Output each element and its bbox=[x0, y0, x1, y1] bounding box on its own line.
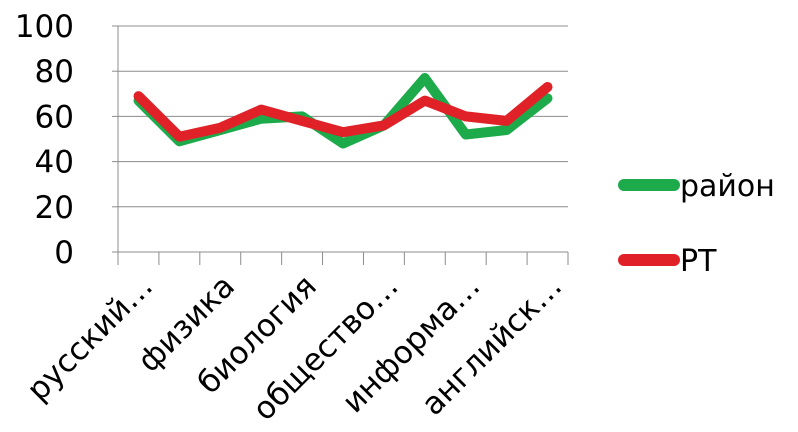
x-tick-marks bbox=[117, 252, 569, 265]
gridlines bbox=[118, 25, 568, 208]
y-tick-label-60: 60 bbox=[35, 99, 74, 135]
y-tick-label-20: 20 bbox=[35, 190, 74, 226]
y-tick-label-100: 100 bbox=[15, 9, 74, 45]
legend-label-1: РТ bbox=[680, 244, 717, 279]
x-category-label-0: русский… bbox=[20, 268, 160, 408]
axes bbox=[117, 26, 568, 253]
legend: район РТ bbox=[618, 169, 775, 279]
y-tick-label-0: 0 bbox=[54, 235, 74, 271]
series-line-1 bbox=[133, 82, 553, 142]
y-tick-labels: 0 20 40 60 80 100 bbox=[15, 9, 118, 271]
y-tick-label-40: 40 bbox=[35, 145, 74, 181]
legend-label-0: район bbox=[680, 169, 775, 204]
x-category-labels: русский…физикабиологияобщество…информа…а… bbox=[20, 268, 569, 428]
y-tick-label-80: 80 bbox=[35, 54, 74, 90]
series-lines bbox=[133, 73, 553, 149]
